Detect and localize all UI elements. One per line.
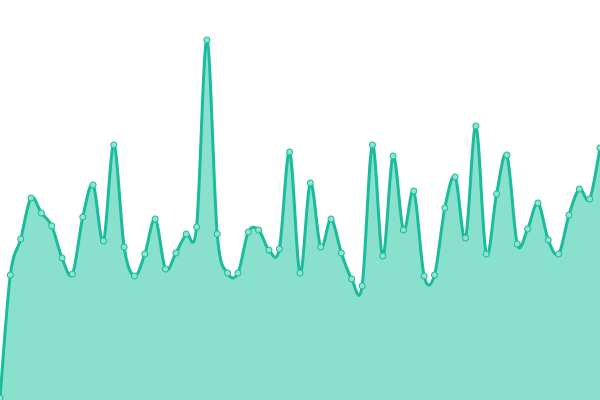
data-point (182, 230, 190, 238)
data-point (472, 122, 480, 130)
data-point (58, 254, 66, 262)
data-point (565, 211, 573, 219)
data-point (524, 225, 532, 233)
data-point (306, 179, 314, 187)
data-point (358, 282, 366, 290)
data-point (99, 237, 107, 245)
data-point (555, 250, 563, 258)
data-point (327, 215, 335, 223)
data-point (193, 223, 201, 231)
data-point (389, 152, 397, 160)
data-point (151, 215, 159, 223)
data-point (110, 141, 118, 149)
data-point (89, 181, 97, 189)
data-point (348, 275, 356, 283)
data-point (265, 246, 273, 254)
data-point (130, 272, 138, 280)
data-point (48, 222, 56, 230)
data-point (337, 249, 345, 257)
data-point (586, 195, 594, 203)
data-point (544, 236, 552, 244)
data-point (37, 209, 45, 217)
data-point (0, 394, 4, 400)
data-point (430, 271, 438, 279)
data-point (410, 187, 418, 195)
data-point (379, 252, 387, 260)
data-point (575, 185, 583, 193)
data-point (275, 245, 283, 253)
data-point (296, 269, 304, 277)
data-point (17, 235, 25, 243)
area-fill (0, 39, 600, 400)
data-point (68, 270, 76, 278)
data-point (162, 265, 170, 273)
data-point (503, 151, 511, 159)
data-point (493, 190, 501, 198)
data-point (244, 228, 252, 236)
data-point (420, 272, 428, 280)
data-point (441, 204, 449, 212)
data-point (224, 269, 232, 277)
data-point (462, 234, 470, 242)
data-point (255, 226, 263, 234)
data-point (596, 144, 600, 152)
data-point (482, 250, 490, 258)
data-point (213, 230, 221, 238)
data-point (141, 250, 149, 258)
data-point (6, 271, 14, 279)
data-point (172, 249, 180, 257)
data-point (234, 269, 242, 277)
data-point (451, 173, 459, 181)
data-point (317, 243, 325, 251)
data-point (286, 148, 294, 156)
data-point (513, 240, 521, 248)
data-point (120, 243, 128, 251)
data-point (534, 199, 542, 207)
data-point (399, 226, 407, 234)
data-point (79, 213, 87, 221)
data-points (0, 36, 600, 400)
data-point (27, 194, 35, 202)
data-point (368, 141, 376, 149)
data-point (203, 36, 211, 44)
